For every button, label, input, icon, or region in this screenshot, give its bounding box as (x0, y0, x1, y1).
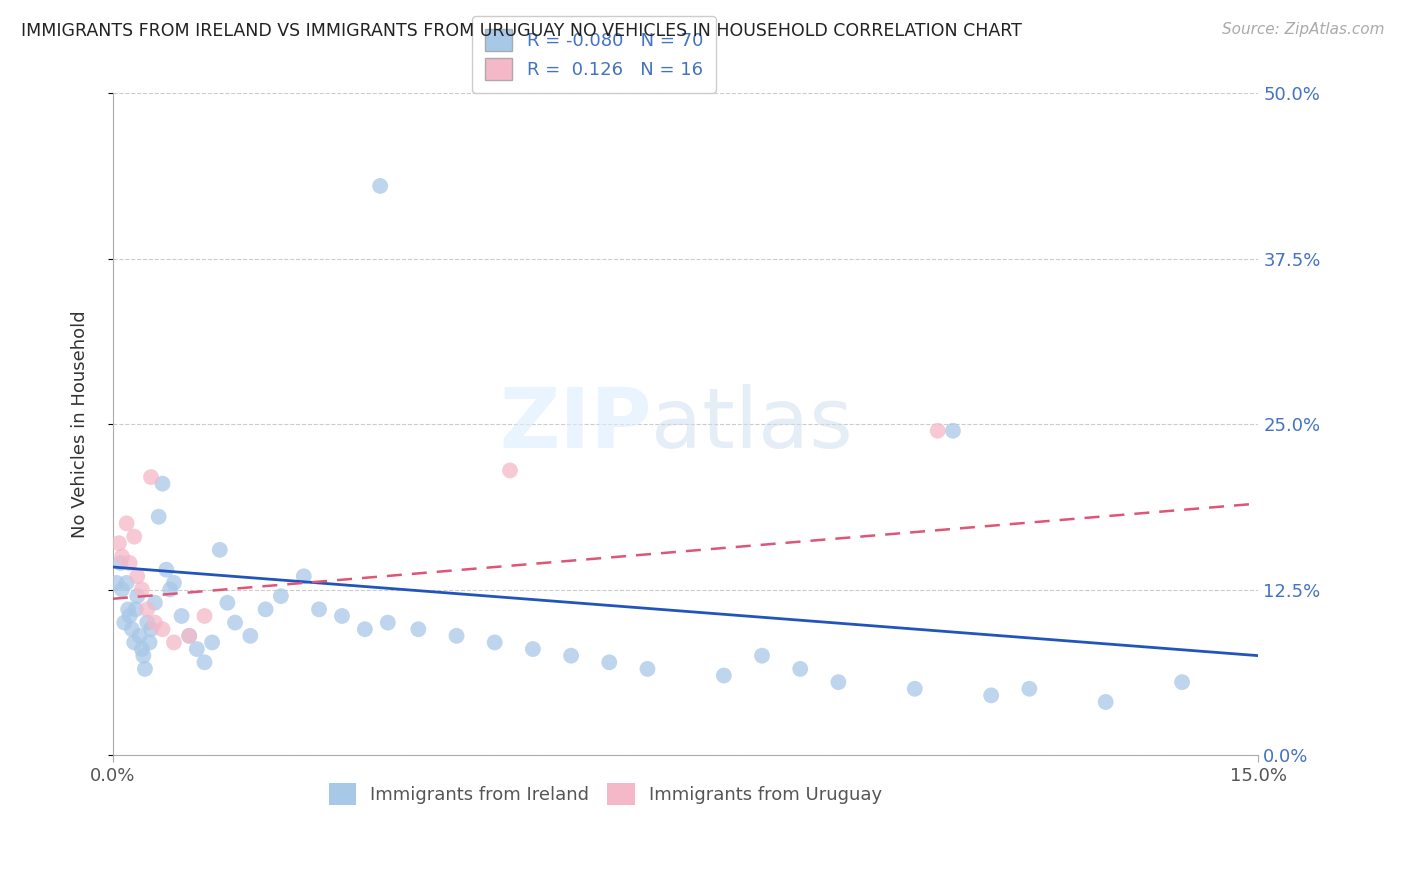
Point (127, 569, 149, 583)
Point (159, 582, 181, 597)
Point (170, 609, 193, 624)
Point (208, 542, 231, 557)
Point (134, 662, 156, 676)
Point (713, 668, 735, 682)
Point (117, 602, 139, 616)
Point (143, 596, 166, 610)
Legend: Immigrants from Ireland, Immigrants from Uruguay: Immigrants from Ireland, Immigrants from… (322, 775, 890, 812)
Point (115, 575, 138, 590)
Point (193, 609, 215, 624)
Point (125, 602, 148, 616)
Point (118, 556, 141, 570)
Point (138, 635, 160, 649)
Point (155, 563, 177, 577)
Point (111, 549, 134, 564)
Point (980, 689, 1002, 703)
Point (927, 424, 949, 438)
Point (122, 635, 145, 649)
Point (201, 635, 224, 649)
Point (186, 642, 208, 657)
Point (148, 509, 170, 524)
Y-axis label: No Vehicles in Household: No Vehicles in Household (72, 310, 89, 538)
Point (377, 615, 399, 630)
Point (139, 470, 162, 484)
Point (308, 602, 330, 616)
Point (224, 615, 246, 630)
Point (354, 622, 377, 636)
Point (110, 556, 132, 570)
Point (139, 622, 162, 636)
Point (179, 629, 201, 643)
Point (292, 569, 315, 583)
Point (131, 582, 153, 597)
Point (408, 622, 430, 636)
Point (152, 622, 174, 636)
Point (111, 582, 134, 597)
Point (1171, 675, 1194, 690)
Point (1094, 695, 1116, 709)
Point (163, 635, 186, 649)
Point (560, 648, 582, 663)
Point (136, 615, 159, 630)
Point (1018, 681, 1040, 696)
Point (163, 575, 186, 590)
Point (239, 629, 262, 643)
Point (217, 596, 239, 610)
Point (152, 476, 174, 491)
Point (108, 536, 131, 550)
Point (122, 530, 145, 544)
Point (827, 675, 849, 690)
Point (127, 589, 149, 603)
Point (128, 629, 150, 643)
Point (193, 655, 215, 669)
Point (522, 642, 544, 657)
Point (789, 662, 811, 676)
Point (368, 178, 391, 193)
Point (132, 648, 155, 663)
Point (112, 615, 135, 630)
Point (942, 424, 965, 438)
Point (751, 648, 773, 663)
Text: IMMIGRANTS FROM IRELAND VS IMMIGRANTS FROM URUGUAY NO VEHICLES IN HOUSEHOLD CORR: IMMIGRANTS FROM IRELAND VS IMMIGRANTS FR… (21, 22, 1022, 40)
Point (179, 629, 201, 643)
Point (131, 642, 153, 657)
Point (118, 609, 141, 624)
Point (115, 516, 138, 531)
Point (598, 655, 620, 669)
Point (446, 629, 468, 643)
Point (904, 681, 927, 696)
Point (136, 602, 159, 616)
Point (270, 589, 292, 603)
Point (105, 575, 128, 590)
Point (254, 602, 277, 616)
Point (330, 609, 353, 624)
Text: ZIP: ZIP (499, 384, 651, 465)
Text: Source: ZipAtlas.com: Source: ZipAtlas.com (1222, 22, 1385, 37)
Point (484, 635, 506, 649)
Point (121, 622, 143, 636)
Point (637, 662, 659, 676)
Point (143, 615, 166, 630)
Point (499, 463, 522, 477)
Text: atlas: atlas (651, 384, 853, 465)
